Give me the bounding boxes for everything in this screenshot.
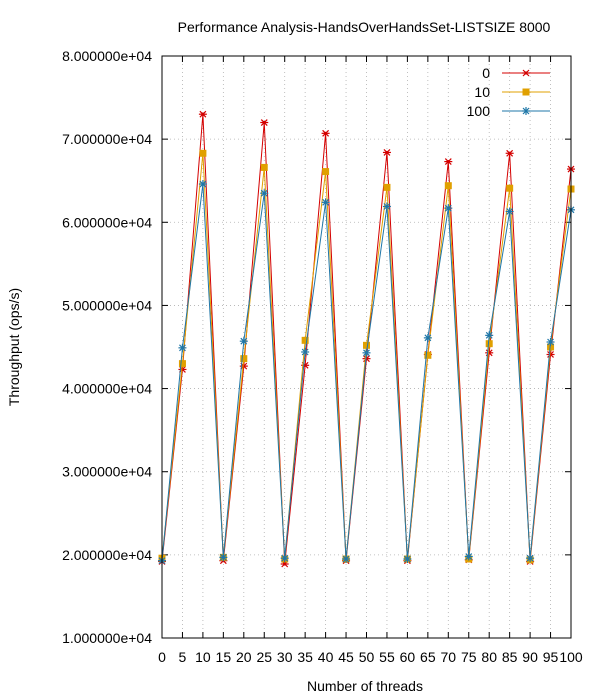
- series-100-point: [526, 554, 535, 563]
- series-100-point: [301, 347, 310, 356]
- x-tick-label: 95: [543, 649, 559, 665]
- y-tick-label: 7.000000e+04: [62, 131, 152, 147]
- x-tick-label: 30: [277, 649, 293, 665]
- series-10-point: [424, 351, 432, 359]
- series-100-point: [342, 555, 351, 564]
- y-tick-label: 4.000000e+04: [62, 381, 152, 397]
- series-100-point: [444, 204, 453, 213]
- legend-label: 0: [482, 65, 490, 81]
- series-100-point: [423, 333, 432, 342]
- series-100-point: [546, 338, 555, 347]
- chart-title: Performance Analysis-HandsOverHandsSet-L…: [178, 19, 551, 35]
- legend-label: 100: [467, 103, 491, 119]
- series-0-point: [260, 119, 269, 126]
- legend: 0 10 100: [467, 65, 550, 119]
- legend-swatch-marker: [522, 69, 530, 77]
- x-tick-label: 15: [216, 649, 232, 665]
- x-tick-label: 5: [179, 649, 187, 665]
- x-tick-label: 45: [338, 649, 354, 665]
- legend-swatch-marker: [522, 88, 530, 96]
- series-0-point: [198, 110, 207, 118]
- y-tick-label: 3.000000e+04: [62, 464, 152, 480]
- series-10-point: [383, 183, 391, 191]
- x-tick-label: 0: [158, 649, 166, 665]
- series-lines: [158, 110, 575, 568]
- series-100-point: [485, 331, 494, 340]
- grid: [161, 55, 572, 639]
- x-tick-label: 35: [297, 649, 313, 665]
- series-100-point: [464, 552, 473, 561]
- series-0-point: [546, 351, 555, 358]
- y-tick-label: 1.000000e+04: [62, 630, 152, 646]
- series-10-point: [178, 360, 186, 368]
- series-100-point: [362, 348, 371, 357]
- x-tick-label: 40: [318, 649, 334, 665]
- plot-border: [161, 55, 572, 639]
- y-tick-label: 5.000000e+04: [62, 297, 152, 313]
- series-10-point: [240, 355, 248, 363]
- series-0-point: [444, 158, 453, 166]
- series-10-point: [301, 336, 309, 344]
- series-100-point: [198, 180, 207, 189]
- x-tick-label: 80: [481, 649, 497, 665]
- series-100-point: [403, 555, 412, 564]
- legend-swatch-marker: [522, 107, 530, 115]
- x-tick-label: 75: [461, 649, 477, 665]
- series-10-point: [260, 163, 268, 171]
- x-tick-label: 90: [522, 649, 538, 665]
- series-10-point: [506, 184, 514, 192]
- series-100-point: [280, 554, 289, 563]
- series-100-point: [260, 189, 269, 198]
- series-100-point: [321, 198, 330, 207]
- x-tick-label: 25: [256, 649, 272, 665]
- series-100-point: [505, 207, 514, 216]
- series-0-point: [505, 149, 514, 157]
- x-tick-label: 10: [195, 649, 211, 665]
- x-tick-label: 70: [441, 649, 457, 665]
- series-0-point: [321, 129, 330, 137]
- series-100-point: [239, 337, 248, 346]
- x-tick-label: 85: [502, 649, 518, 665]
- legend-label: 10: [474, 84, 490, 100]
- series-0-point: [382, 149, 391, 156]
- x-tick-label: 50: [359, 649, 375, 665]
- series-100-point: [219, 553, 228, 562]
- series-100-point: [178, 343, 187, 352]
- x-tick-label: 20: [236, 649, 252, 665]
- x-axis-label: Number of threads: [307, 678, 423, 694]
- series-10-point: [322, 168, 330, 176]
- y-axis-label: Throughput (ops/s): [6, 288, 22, 406]
- y-tick-label: 2.000000e+04: [62, 547, 152, 563]
- x-tick-label: 60: [400, 649, 416, 665]
- y-tick-label: 6.000000e+04: [62, 214, 152, 230]
- series-10-point: [199, 149, 207, 157]
- series-10-point: [363, 341, 370, 349]
- x-tick-label: 100: [559, 649, 583, 665]
- series-10-point: [444, 182, 452, 190]
- x-tick-label: 65: [420, 649, 436, 665]
- x-tick-label: 55: [379, 649, 395, 665]
- series-10-point: [485, 340, 493, 348]
- series-100-point: [382, 202, 391, 211]
- y-tick-label: 8.000000e+04: [62, 48, 152, 64]
- tick-labels: 1.000000e+04 2.000000e+04 3.000000e+04 4.00…: [62, 48, 583, 665]
